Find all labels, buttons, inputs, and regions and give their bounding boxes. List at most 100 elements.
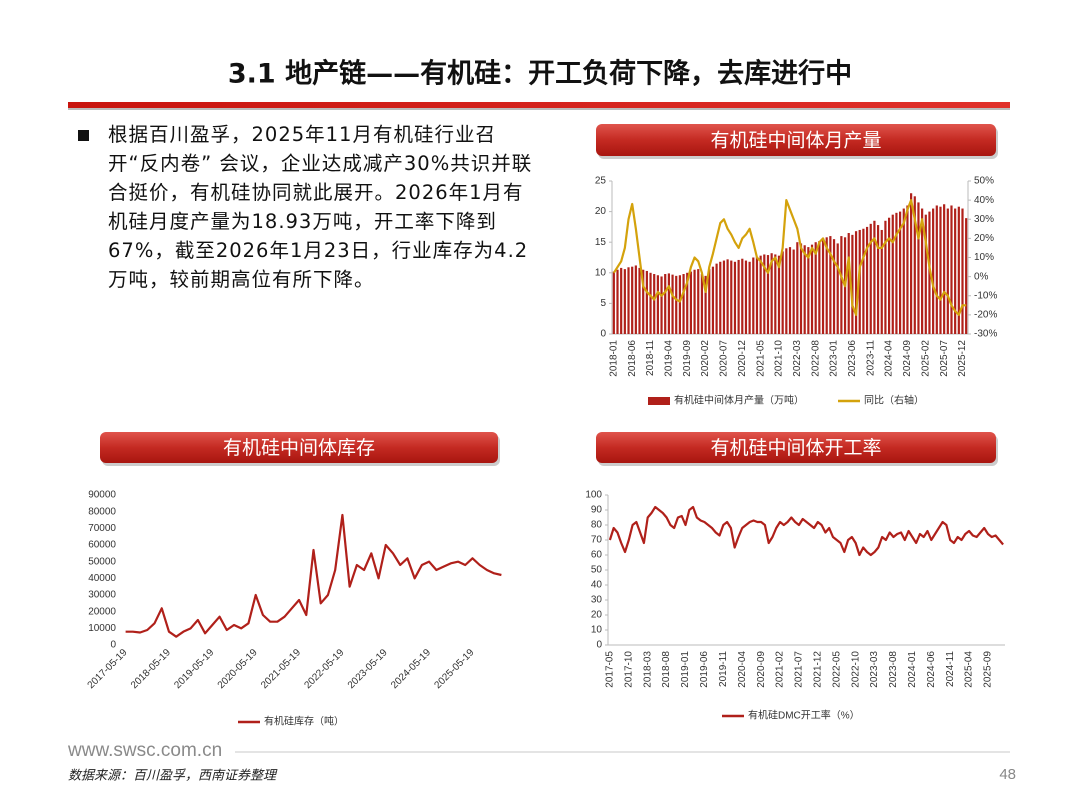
bar bbox=[840, 236, 843, 334]
bar bbox=[645, 270, 648, 334]
bar bbox=[623, 269, 626, 334]
x-tick-label: 2018-11 bbox=[645, 340, 656, 376]
x-tick-label: 2024-11 bbox=[945, 651, 956, 687]
bar bbox=[704, 275, 707, 334]
bar bbox=[785, 248, 788, 334]
x-tick-label: 2023-11 bbox=[865, 340, 876, 376]
x-tick-label: 2024-05-19 bbox=[389, 647, 433, 691]
paragraph: 根据百川盈孚，2025年11月有机硅行业召开“反内卷” 会议，企业达成减产30%… bbox=[78, 120, 533, 294]
page-number: 48 bbox=[999, 766, 1016, 783]
bar bbox=[807, 247, 810, 334]
bar bbox=[711, 266, 715, 334]
y2-tick-label: -10% bbox=[974, 290, 997, 301]
x-tick-label: 2020-02 bbox=[700, 340, 711, 377]
y-tick-label: 20000 bbox=[88, 606, 116, 617]
x-tick-label: 2019-09 bbox=[682, 340, 693, 377]
bar bbox=[770, 253, 773, 334]
legend-label: 有机硅DMC开工率（%） bbox=[748, 709, 860, 722]
bar bbox=[686, 272, 689, 334]
bar bbox=[899, 211, 902, 334]
y-tick-label: 50 bbox=[591, 565, 603, 576]
bar bbox=[616, 269, 619, 334]
y-tick-label: 10 bbox=[595, 267, 607, 278]
bar bbox=[715, 263, 718, 334]
bar bbox=[752, 257, 755, 334]
bullet bbox=[78, 130, 89, 141]
title-rule-shadow bbox=[68, 108, 1010, 110]
bar bbox=[932, 208, 935, 334]
bar bbox=[965, 218, 968, 334]
bar bbox=[667, 273, 670, 334]
bar bbox=[943, 204, 946, 334]
y-tick-label: 40 bbox=[591, 580, 603, 591]
bar bbox=[957, 206, 960, 334]
bar bbox=[884, 220, 887, 334]
bar bbox=[697, 269, 700, 334]
y-tick-label: 0 bbox=[600, 329, 606, 340]
y-tick-label: 20 bbox=[591, 610, 603, 621]
bar bbox=[781, 251, 784, 334]
x-tick-label: 2022-10 bbox=[850, 651, 861, 688]
y-tick-label: 50000 bbox=[88, 556, 116, 567]
x-tick-label: 2018-05-19 bbox=[129, 647, 173, 691]
y2-tick-label: -20% bbox=[974, 310, 997, 321]
bar bbox=[818, 240, 821, 334]
y-tick-label: 70000 bbox=[88, 523, 116, 534]
bar bbox=[744, 260, 748, 334]
slide-title: 3.1 地产链——有机硅：开工负荷下降，去库进行中 bbox=[228, 58, 852, 90]
paragraph-text: 根据百川盈孚，2025年11月有机硅行业召开“反内卷” 会议，企业达成减产30%… bbox=[108, 123, 533, 291]
x-tick-label: 2018-03 bbox=[642, 651, 653, 688]
x-tick-label: 2025-12 bbox=[957, 340, 968, 377]
bar bbox=[917, 202, 920, 334]
bar bbox=[799, 243, 803, 334]
bar bbox=[836, 243, 839, 334]
bar bbox=[810, 244, 814, 334]
bar bbox=[825, 237, 828, 334]
x-tick-label: 2022-05 bbox=[831, 651, 842, 688]
bar bbox=[869, 223, 872, 334]
y-tick-label: 80000 bbox=[88, 506, 116, 517]
bar bbox=[832, 239, 836, 334]
bar bbox=[862, 228, 865, 334]
bar bbox=[708, 269, 711, 334]
y-tick-label: 90 bbox=[591, 505, 603, 516]
bar bbox=[891, 214, 894, 334]
x-tick-label: 2023-06 bbox=[847, 340, 858, 377]
y-tick-label: 100 bbox=[585, 490, 602, 501]
x-tick-label: 2024-09 bbox=[902, 340, 913, 377]
bar bbox=[748, 261, 751, 334]
x-tick-label: 2020-12 bbox=[737, 340, 748, 377]
series-line bbox=[612, 199, 967, 316]
title-rule bbox=[68, 102, 1010, 108]
website: www.swsc.com.cn bbox=[67, 740, 222, 761]
chart-title: 有机硅中间体库存 bbox=[223, 437, 375, 459]
bar bbox=[722, 260, 726, 334]
x-tick-label: 2025-07 bbox=[939, 340, 950, 377]
x-tick-label: 2023-03 bbox=[869, 651, 880, 688]
bar bbox=[961, 208, 964, 334]
bar bbox=[803, 245, 806, 334]
x-tick-label: 2021-12 bbox=[812, 651, 823, 688]
bar bbox=[763, 254, 766, 334]
x-tick-label: 2021-05-19 bbox=[259, 647, 303, 691]
bar bbox=[895, 212, 898, 334]
bar bbox=[796, 242, 799, 334]
x-tick-label: 2024-01 bbox=[907, 651, 918, 688]
bar bbox=[876, 225, 880, 334]
x-tick-label: 2017-05-19 bbox=[86, 647, 130, 691]
y2-tick-label: 20% bbox=[974, 233, 994, 244]
bar bbox=[865, 226, 869, 334]
bar bbox=[653, 274, 656, 334]
bar bbox=[851, 234, 854, 334]
legend-label: 同比（右轴） bbox=[864, 394, 924, 407]
x-tick-label: 2019-06 bbox=[699, 651, 710, 688]
x-tick-label: 2021-07 bbox=[794, 651, 805, 688]
bar bbox=[719, 261, 722, 334]
x-tick-label: 2023-05-19 bbox=[346, 647, 390, 691]
x-tick-label: 2022-05-19 bbox=[302, 647, 346, 691]
bar bbox=[777, 255, 781, 334]
bar bbox=[759, 255, 762, 334]
chart-title: 有机硅中间体开工率 bbox=[710, 437, 881, 459]
